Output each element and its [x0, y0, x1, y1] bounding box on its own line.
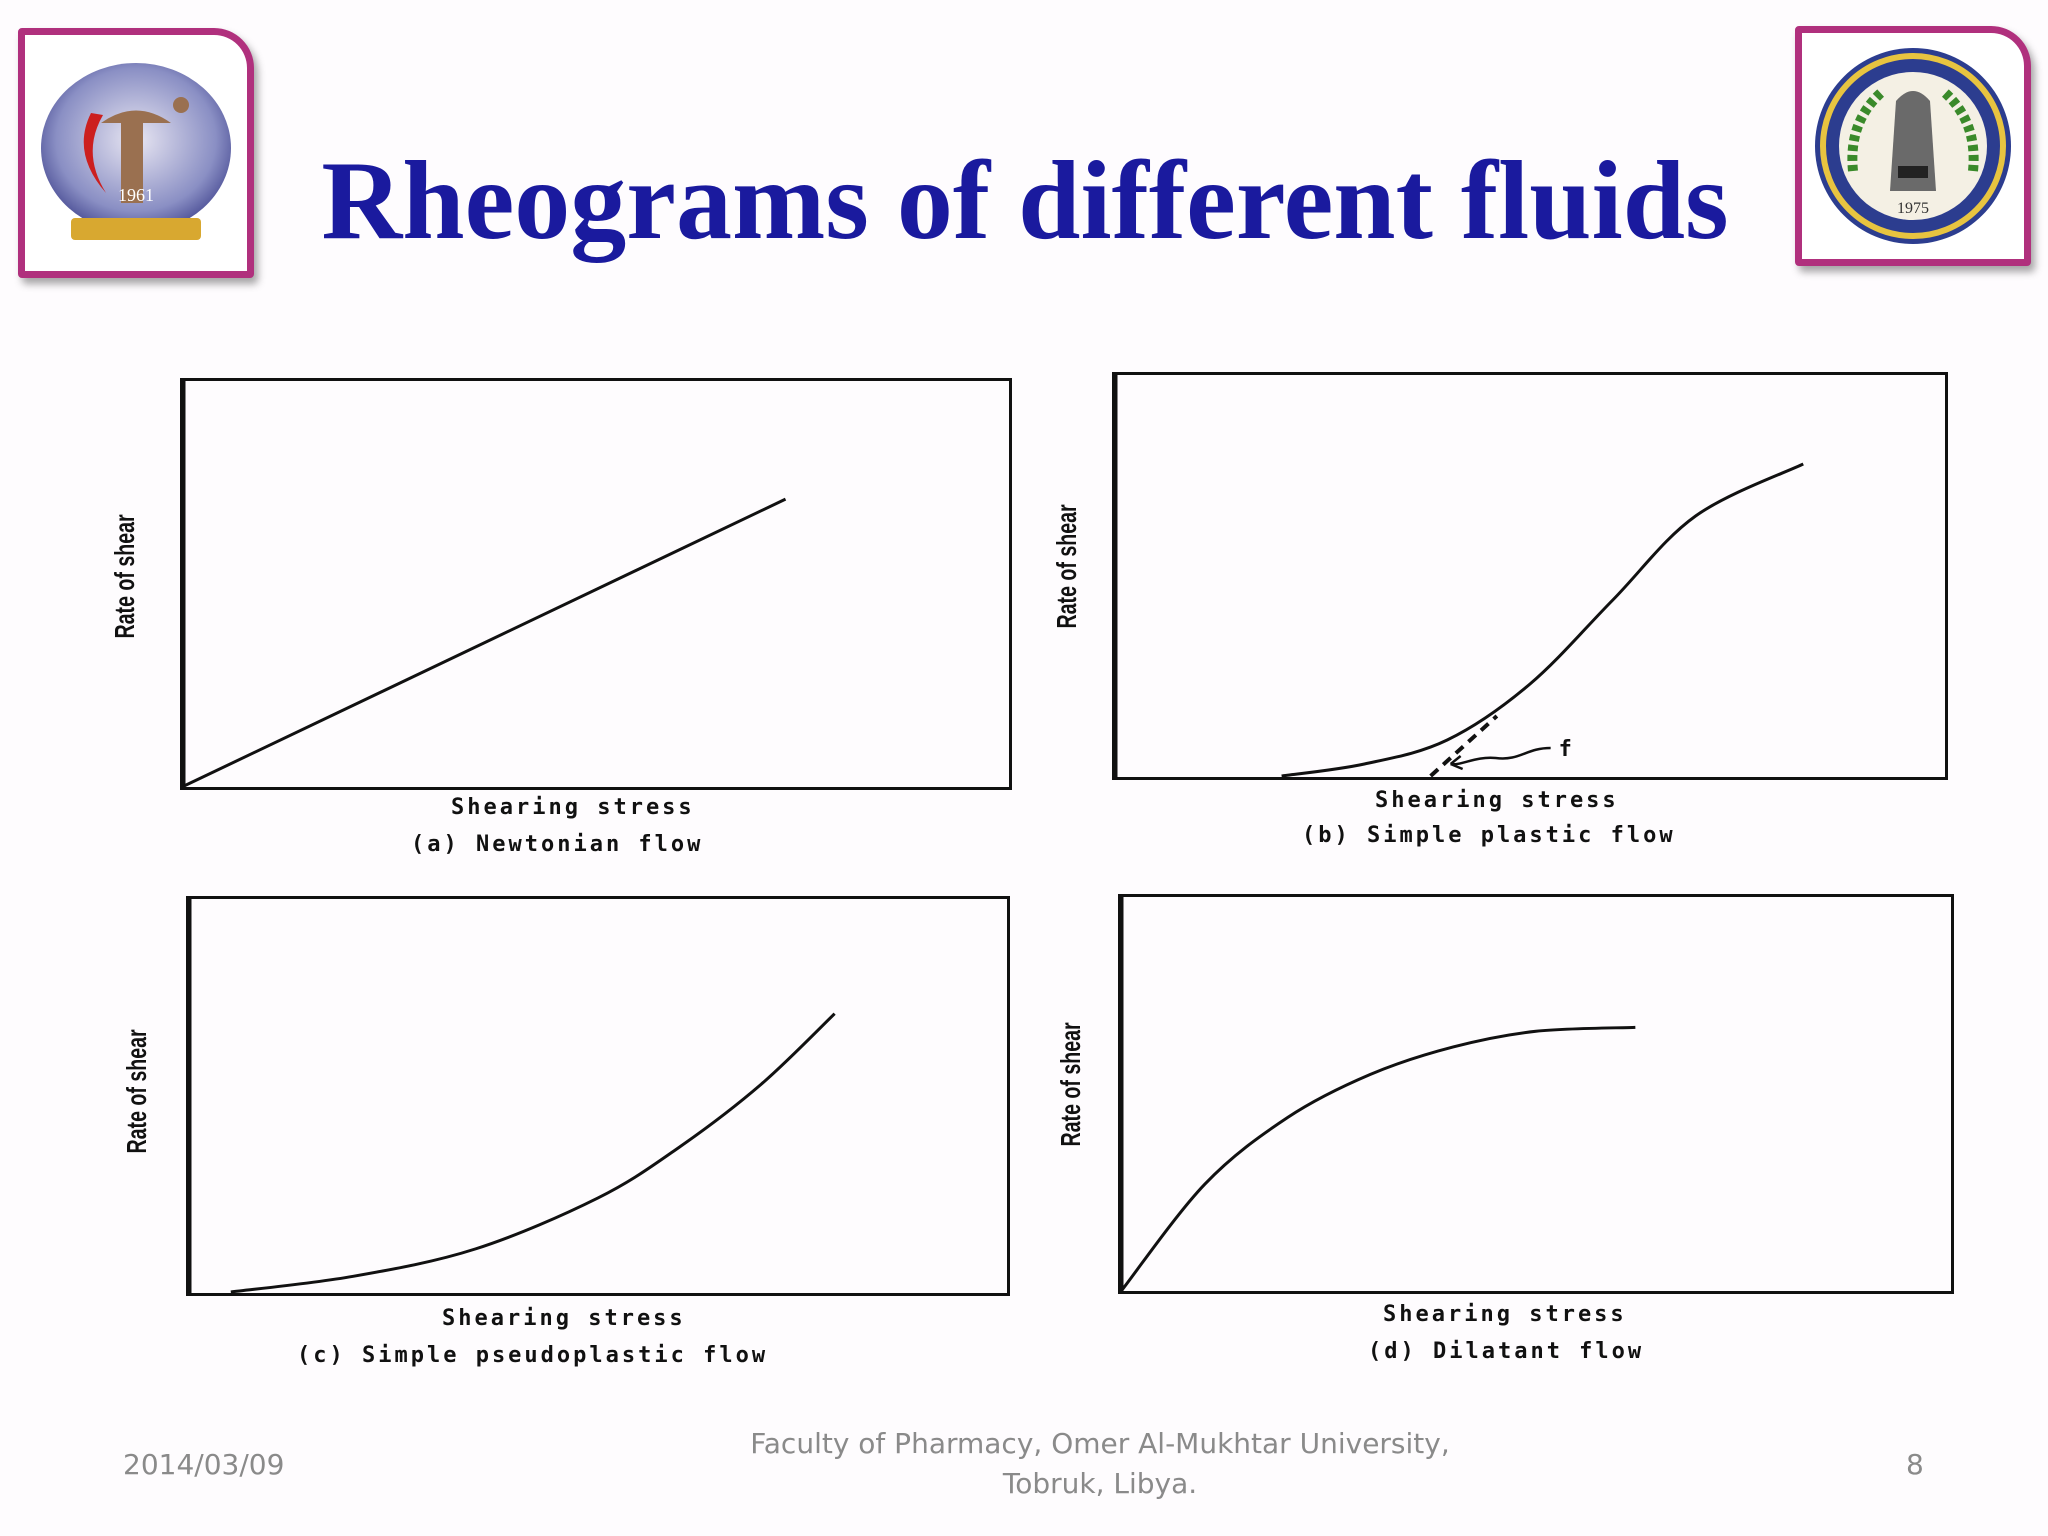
chart-b-ylabel: Rate of shear — [1051, 504, 1082, 629]
annotation-arrow — [1450, 746, 1551, 766]
flow-curve — [183, 497, 787, 788]
chart-a-xlabel: Shearing stress — [451, 795, 695, 820]
chart-d — [1118, 894, 1954, 1294]
plot-frame — [1112, 372, 1948, 780]
chart-b-plot: f — [1112, 372, 1948, 780]
chart-b-xlabel: Shearing stress — [1375, 788, 1619, 813]
chart-c — [186, 896, 1010, 1296]
university-logo: 1975 — [1795, 26, 2031, 266]
footer-page-number: 8 — [1906, 1448, 1924, 1481]
chart-d-plot — [1118, 894, 1954, 1294]
yield-extrapolation-line — [1429, 714, 1499, 778]
flow-curve — [230, 1012, 836, 1294]
chart-b: f — [1112, 372, 1948, 780]
footer-institution-line2: Tobruk, Libya. — [1002, 1467, 1198, 1500]
footer-date: 2014/03/09 — [123, 1448, 285, 1481]
chart-d-xlabel: Shearing stress — [1383, 1302, 1627, 1327]
chart-b-caption: (b) Simple plastic flow — [1302, 823, 1676, 848]
yield-value-label: f — [1559, 737, 1572, 762]
plot-frame — [1118, 894, 1954, 1294]
chart-a — [180, 378, 1012, 790]
chart-a-plot — [180, 378, 1012, 790]
chart-a-caption: (a) Newtonian flow — [411, 832, 704, 857]
left-logo-year: 1961 — [118, 185, 154, 205]
chart-d-ylabel: Rate of shear — [1055, 1022, 1086, 1147]
right-logo-year: 1975 — [1897, 200, 1929, 217]
faculty-emblem-icon: 1961 — [41, 63, 231, 240]
chart-c-xlabel: Shearing stress — [442, 1306, 686, 1331]
university-seal-icon: 1975 — [1815, 48, 2011, 244]
slide-title: Rheograms of different fluids — [321, 139, 1729, 263]
chart-d-caption: (d) Dilatant flow — [1368, 1339, 1645, 1364]
chart-c-ylabel: Rate of shear — [121, 1029, 152, 1154]
flow-curve — [1281, 462, 1804, 778]
faculty-logo: 1961 — [18, 28, 254, 278]
chart-c-plot — [186, 896, 1010, 1296]
plot-frame — [186, 896, 1010, 1296]
chart-c-caption: (c) Simple pseudoplastic flow — [297, 1343, 769, 1368]
flow-curve — [1120, 1025, 1636, 1291]
footer-institution: Faculty of Pharmacy, Omer Al-Mukhtar Uni… — [700, 1424, 1500, 1504]
chart-a-ylabel: Rate of shear — [109, 514, 140, 639]
annotation-arrowhead — [1449, 755, 1464, 771]
footer-institution-line1: Faculty of Pharmacy, Omer Al-Mukhtar Uni… — [750, 1427, 1450, 1460]
